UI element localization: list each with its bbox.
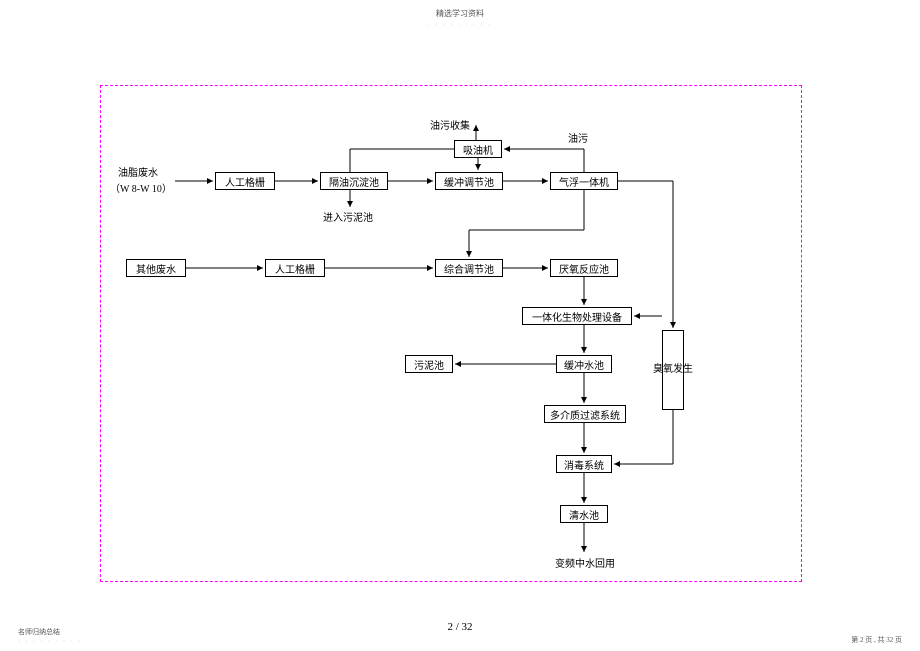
text-manual-grid-2: 人工格栅 [275,261,315,276]
node-bio-treat: 一体化生物处理设备 [522,307,632,325]
node-anoxic: 厌氧反应池 [550,259,618,277]
text-manual-grid-1: 人工格栅 [225,174,265,189]
text-air-float: 气浮一体机 [559,174,609,189]
footer-center: 2 / 32 [0,621,920,633]
footer-left-text: 名师归纳总结 [18,628,60,636]
footer-left: 名师归纳总结 · · · · · · · · · [18,627,82,645]
node-buffer-water: 缓冲水池 [556,355,612,373]
text-clean-water: 清水池 [569,507,599,522]
text-ozone: 臭氧发生 [653,363,693,377]
label-into-sludge: 进入污泥池 [323,209,373,224]
page-header: 精选学习资料 · · · · · · · · · [0,8,920,28]
text-disinfect: 消毒系统 [564,457,604,472]
footer-left-dots: · · · · · · · · · [18,639,82,645]
text-buffer-water: 缓冲水池 [564,357,604,372]
node-ozone: 臭氧发生 [662,330,684,410]
node-oil-skimmer: 吸油机 [454,140,502,158]
diagram-border [100,85,802,582]
node-disinfect: 消毒系统 [556,455,612,473]
text-bio-treat: 一体化生物处理设备 [532,309,622,324]
node-air-float: 气浮一体机 [550,172,618,190]
node-comp-adjust: 综合调节池 [435,259,503,277]
text-multi-filter: 多介质过滤系统 [550,407,620,422]
node-clean-water: 清水池 [560,505,608,523]
node-manual-grid-2: 人工格栅 [265,259,325,277]
text-buffer-adjust: 缓冲调节池 [444,174,494,189]
text-sludge: 污泥池 [414,357,444,372]
label-oil-waste: 油污 [568,130,588,145]
text-comp-adjust: 综合调节池 [444,261,494,276]
text-oil-skimmer: 吸油机 [463,142,493,157]
node-manual-grid-1: 人工格栅 [215,172,275,190]
node-sludge: 污泥池 [405,355,453,373]
label-oil-collect: 油污收集 [430,117,470,132]
node-oil-sediment: 隔油沉淀池 [320,172,388,190]
node-multi-filter: 多介质过滤系统 [544,405,626,423]
label-final: 变频中水回用 [555,555,615,570]
node-buffer-adjust: 缓冲调节池 [435,172,503,190]
header-dots: · · · · · · · · · [428,22,492,28]
node-other-water: 其他废水 [126,259,186,277]
text-oil-sediment: 隔油沉淀池 [329,174,379,189]
footer-right: 第 2 页 , 共 32 页 [851,635,902,645]
text-anoxic: 厌氧反应池 [559,261,609,276]
label-grease-water-2: （W 8-W 10） [110,180,172,195]
text-other-water: 其他废水 [136,261,176,276]
header-title: 精选学习资料 [436,9,484,18]
label-grease-water-1: 油脂废水 [118,164,158,179]
